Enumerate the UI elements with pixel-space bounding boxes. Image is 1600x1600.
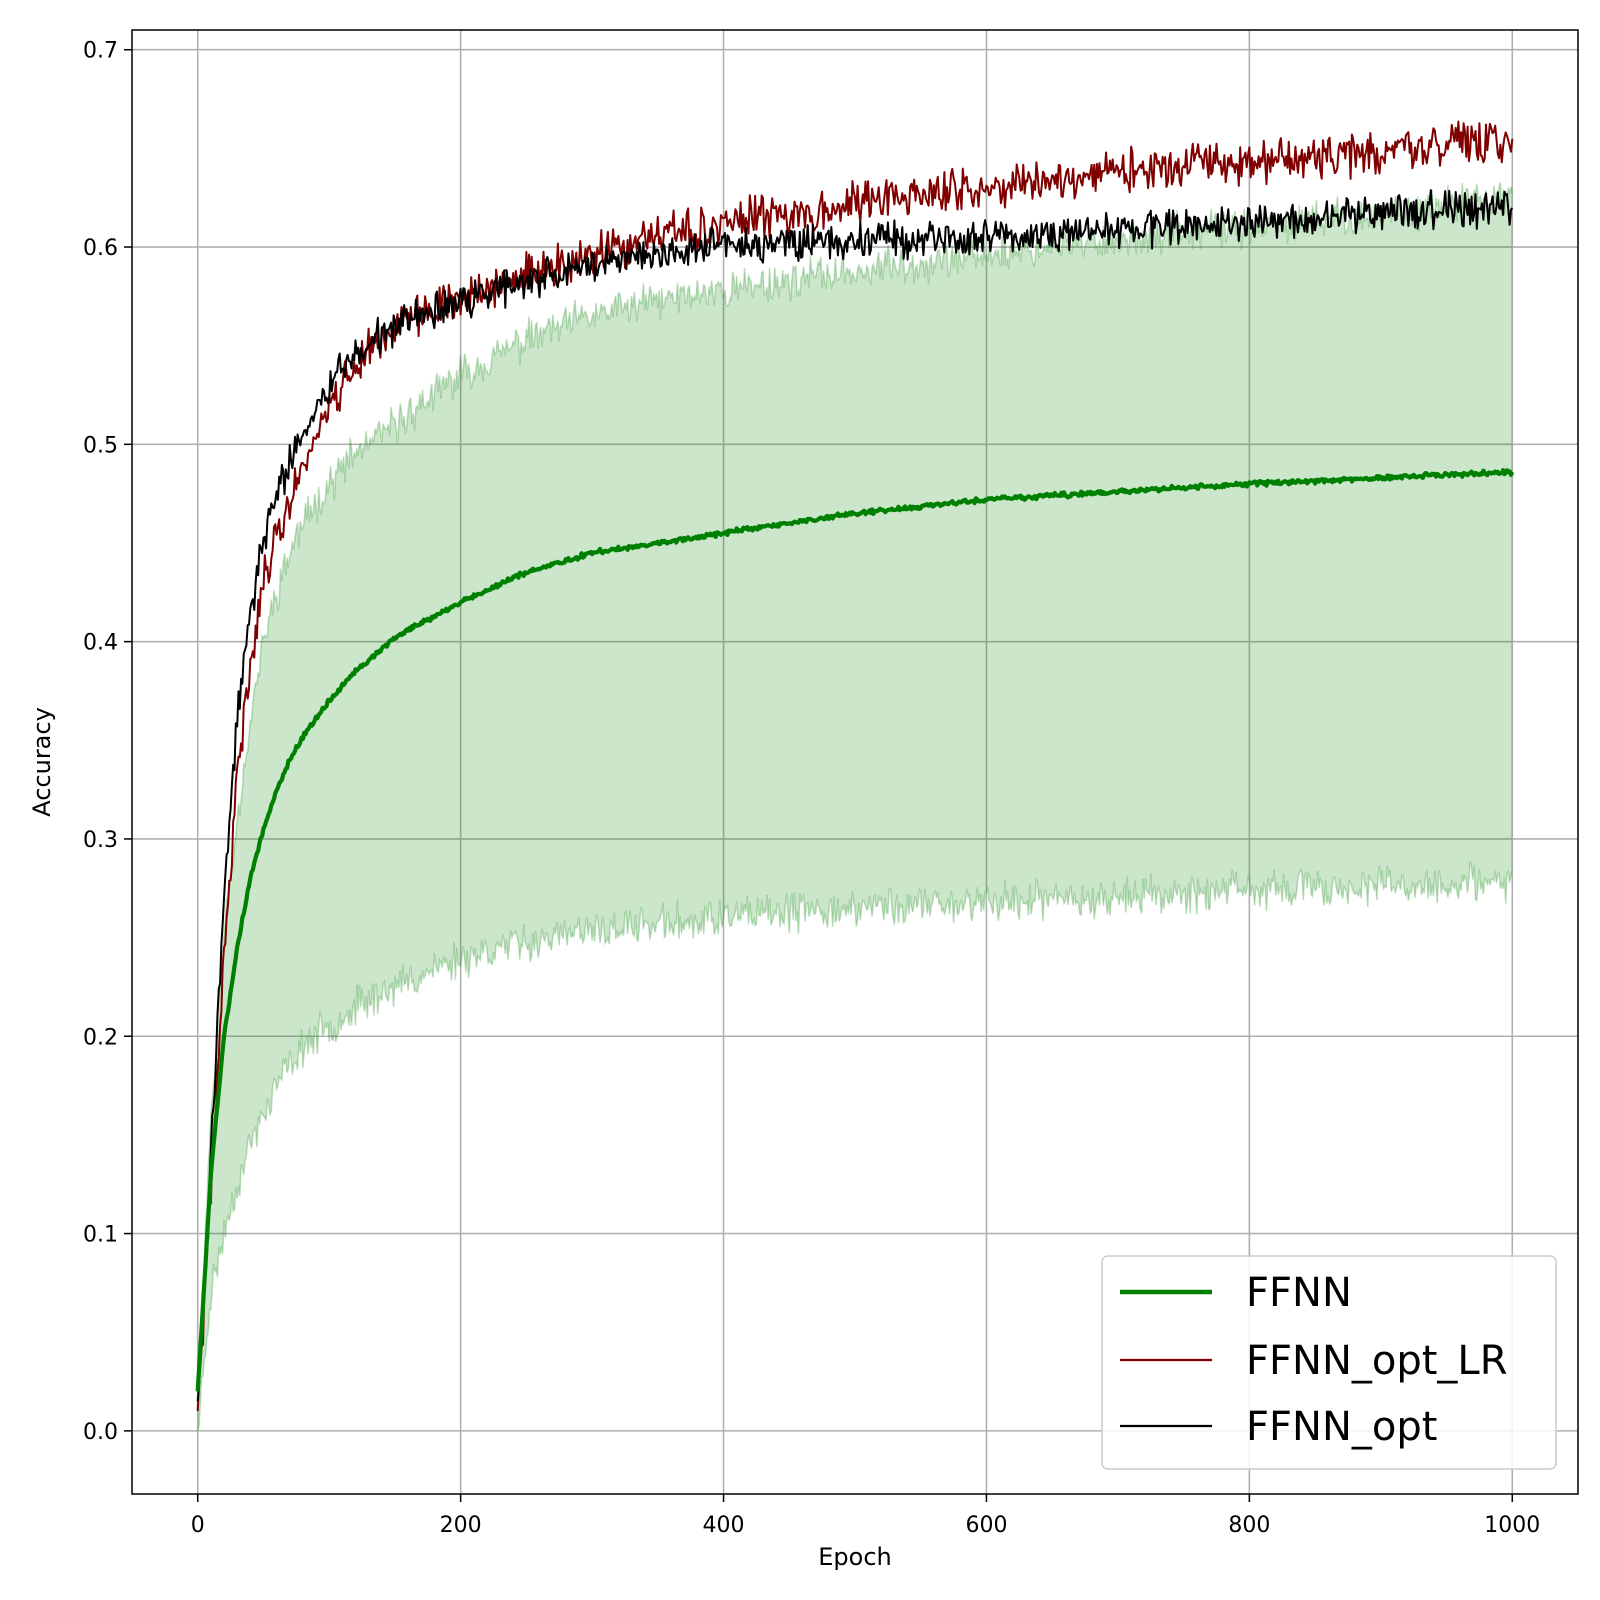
x-tick-label: 0 <box>191 1513 205 1538</box>
ffnn-opt-lr-line <box>196 120 1514 1412</box>
legend-label-ffnn-opt: FFNN_opt <box>1246 1404 1437 1450</box>
legend-label-ffnn: FFNN <box>1246 1270 1352 1316</box>
y-axis-label: Accuracy <box>28 707 56 817</box>
y-tick-label: 0.2 <box>83 1025 118 1050</box>
x-tick-label: 600 <box>965 1513 1007 1538</box>
y-tick-label: 0.0 <box>83 1420 118 1445</box>
ffnn-opt-line <box>196 189 1514 1402</box>
plot-frame <box>131 29 1579 1495</box>
y-tick-label: 0.1 <box>83 1223 118 1248</box>
ffnn-spread-band <box>197 182 1513 1431</box>
series-lines-layer <box>195 120 1515 1412</box>
plot-area-background <box>132 30 1578 1494</box>
y-axis-ticks: 0.0 0.1 0.2 0.3 0.4 0.5 0.6 0.7 <box>83 39 132 1445</box>
ffnn-band-lower-edge <box>196 861 1514 1432</box>
legend-box <box>1101 1255 1557 1470</box>
y-tick-label: 0.4 <box>83 631 118 656</box>
y-tick-label: 0.5 <box>83 433 118 458</box>
x-tick-label: 200 <box>440 1513 482 1538</box>
y-tick-label: 0.6 <box>83 236 118 261</box>
ffnn-mean-line <box>195 468 1515 1392</box>
x-axis-ticks: 0 200 400 600 800 1000 <box>191 1494 1540 1538</box>
legend: FFNN FFNN_opt_LR FFNN_opt <box>1101 1255 1557 1470</box>
x-axis-label: Epoch <box>818 1543 892 1571</box>
x-tick-label: 400 <box>703 1513 745 1538</box>
y-tick-label: 0.3 <box>83 828 118 853</box>
x-tick-label: 1000 <box>1484 1513 1540 1538</box>
x-tick-label: 800 <box>1228 1513 1270 1538</box>
legend-label-ffnn-opt-lr: FFNN_opt_LR <box>1246 1338 1507 1384</box>
y-tick-label: 0.7 <box>83 39 118 64</box>
